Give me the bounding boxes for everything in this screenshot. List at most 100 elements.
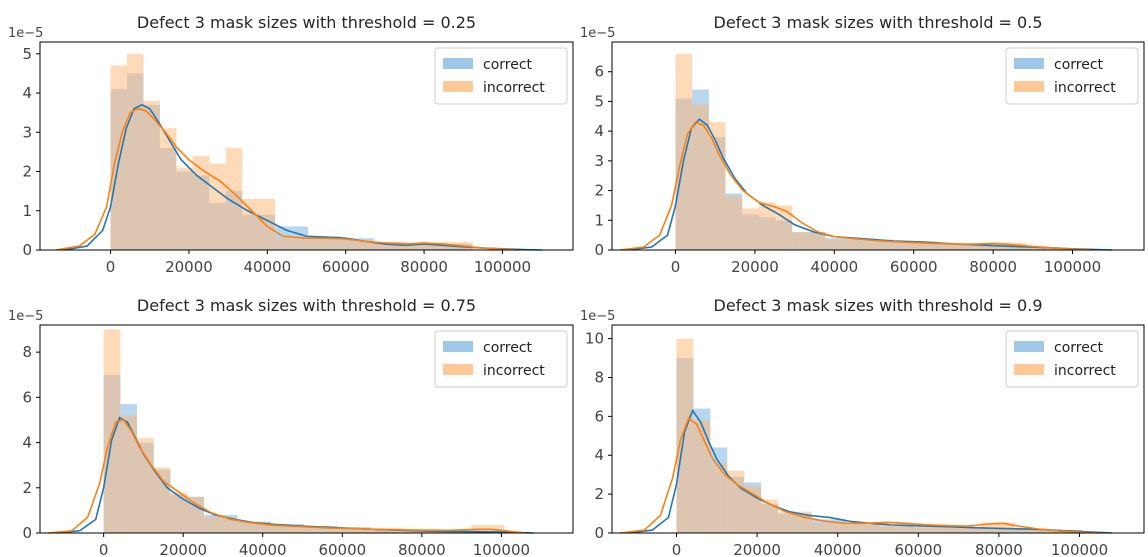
histogram-bar-incorrect (1025, 247, 1060, 250)
histogram-bar-incorrect (925, 244, 959, 250)
subplot-1: 0 20000 40000 60000 80000 100000 0 1 2 3 4 5 1e−5 Def… (8, 13, 574, 276)
legend-label-incorrect: incorrect (1054, 363, 1116, 379)
legend-swatch-incorrect (443, 81, 473, 92)
histogram-bar-incorrect (170, 492, 188, 533)
x-tick-label: 80000 (975, 541, 1023, 557)
legend-swatch-correct (1014, 58, 1044, 69)
histogram-bar-incorrect (304, 526, 338, 533)
y-tick-label: 0 (594, 241, 604, 259)
histogram-bar-incorrect (340, 240, 374, 250)
histogram-bar-incorrect (308, 238, 341, 250)
x-tick-label: 60000 (890, 258, 938, 276)
y-tick-label: 1 (594, 211, 604, 229)
histogram-bar-incorrect (1015, 528, 1049, 533)
x-tick-label: 20000 (733, 541, 781, 557)
histogram-bar-incorrect (958, 244, 993, 250)
histogram-bar-incorrect (676, 338, 694, 533)
histogram-bar-incorrect (913, 527, 948, 533)
legend-swatch-correct (443, 58, 473, 69)
histogram-bar-incorrect (758, 202, 776, 250)
histogram-bar-incorrect (845, 523, 880, 533)
x-tick-label: 100000 (474, 258, 531, 276)
y-tick-label: 6 (594, 407, 604, 425)
histogram-bar-incorrect (137, 438, 154, 533)
x-tick-label: 40000 (814, 541, 862, 557)
kde-line-correct (63, 103, 542, 251)
x-tick-label: 0 (671, 258, 681, 276)
legend-swatch-incorrect (1014, 364, 1044, 375)
histogram-bar-incorrect (373, 242, 407, 250)
legend: correct incorrect (434, 330, 568, 388)
x-tick-label: 60000 (322, 258, 370, 276)
histogram-bar-incorrect (203, 517, 238, 533)
x-tick-label: 80000 (398, 541, 446, 557)
axes-frame (611, 41, 1145, 251)
histogram-bar-incorrect (692, 104, 709, 251)
legend-label-incorrect: incorrect (483, 80, 545, 96)
x-tick-label: 20000 (165, 258, 213, 276)
histogram-bar-incorrect (225, 147, 243, 250)
histogram-bar-incorrect (811, 523, 846, 533)
y-tick-label: 6 (22, 388, 32, 406)
y-tick-label: 8 (22, 343, 32, 361)
histogram-bar-incorrect (725, 196, 743, 250)
histogram-bar-incorrect (825, 239, 859, 250)
axes-frame (39, 324, 574, 534)
histogram-bar-incorrect (237, 521, 271, 533)
histogram-bar-incorrect (693, 420, 711, 533)
legend-swatch-correct (443, 341, 473, 352)
legend-swatch-incorrect (1014, 81, 1044, 92)
legend-label-correct: correct (1054, 340, 1104, 356)
histogram-bar-incorrect (892, 242, 926, 250)
histogram-bar-incorrect (742, 208, 759, 250)
histogram-bar-incorrect (110, 65, 127, 250)
y-tick-label: 2 (594, 485, 604, 503)
histogram-bar-incorrect (879, 523, 914, 533)
y-tick-label: 0 (22, 524, 32, 542)
x-tick-label: 100000 (1051, 541, 1108, 557)
histogram-bar-incorrect (727, 470, 745, 533)
x-tick-label: 20000 (731, 258, 779, 276)
legend-label-correct: correct (483, 340, 533, 356)
histogram-bar-incorrect (710, 463, 728, 533)
legend: correct incorrect (1005, 47, 1139, 105)
histogram-bar-incorrect (947, 527, 982, 533)
histogram-bar-incorrect (275, 238, 309, 250)
y-scale-label: 1e−5 (580, 26, 615, 41)
y-tick-label: 2 (22, 163, 32, 181)
y-scale-label: 1e−5 (580, 309, 615, 324)
legend-label-incorrect: incorrect (1054, 80, 1116, 96)
histogram-bar-incorrect (858, 241, 893, 250)
y-tick-label: 3 (594, 152, 604, 170)
histogram-bar-incorrect (159, 128, 177, 250)
y-scale-label: 1e−5 (8, 309, 43, 324)
histogram-bar-incorrect (120, 415, 138, 533)
legend: correct incorrect (434, 47, 568, 105)
x-tick-label: 20000 (159, 541, 207, 557)
histogram-bar-incorrect (270, 525, 305, 533)
x-tick-label: 100000 (1044, 258, 1101, 276)
histogram-bar-incorrect (127, 53, 144, 250)
x-tick-label: 80000 (969, 258, 1017, 276)
histogram-bar-incorrect (143, 100, 160, 251)
legend-label-correct: correct (1054, 57, 1104, 73)
legend-label-incorrect: incorrect (483, 363, 545, 379)
histogram-bar-incorrect (406, 244, 440, 250)
y-tick-label: 5 (22, 45, 32, 63)
x-tick-label: 40000 (239, 541, 287, 557)
legend: correct incorrect (1005, 330, 1139, 388)
y-tick-label: 4 (594, 446, 604, 464)
y-tick-label: 6 (594, 63, 604, 81)
histogram-bar-incorrect (176, 167, 193, 250)
kde-line-incorrect (619, 121, 1093, 251)
histogram-bar-incorrect (192, 155, 210, 250)
kde-line-correct (628, 408, 1112, 534)
y-tick-label: 10 (585, 330, 604, 348)
histogram-bar-incorrect (761, 499, 779, 533)
y-tick-label: 0 (594, 524, 604, 542)
histogram-bar-incorrect (370, 528, 405, 533)
histogram-bar-incorrect (708, 122, 726, 250)
legend-swatch-correct (1014, 341, 1044, 352)
y-scale-label: 1e−5 (8, 26, 43, 41)
